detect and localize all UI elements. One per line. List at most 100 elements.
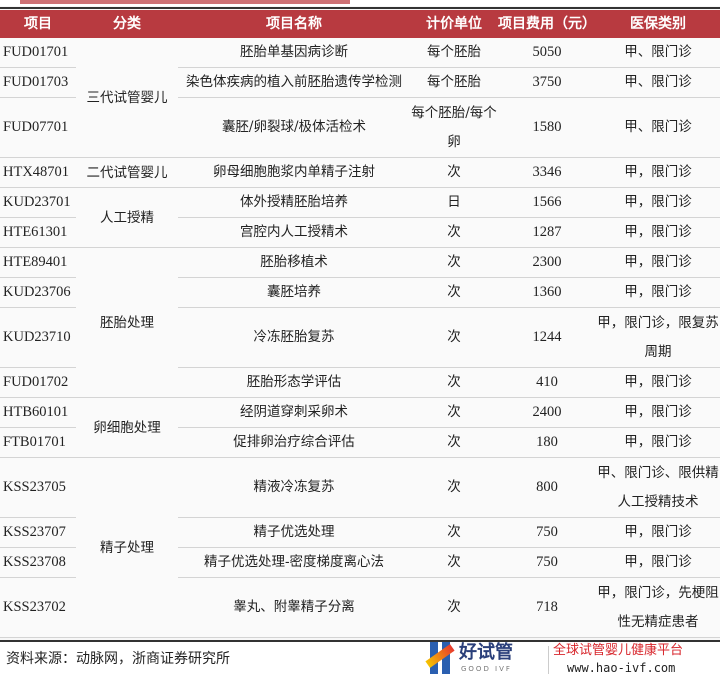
insurance-category: 甲，限门诊	[596, 517, 720, 548]
insurance-category: 甲，限门诊	[596, 247, 720, 278]
item-name: 冷冻胚胎复苏	[178, 307, 410, 368]
item-name: 胚胎形态学评估	[178, 367, 410, 398]
insurance-category: 甲，限门诊	[596, 397, 720, 428]
pricing-unit: 次	[410, 517, 498, 548]
logo: 好试管 GOOD IVF	[425, 642, 545, 676]
column-header: 计价单位	[410, 10, 498, 38]
item-name: 睾丸、附睾精子分离	[178, 577, 410, 638]
insurance-category: 甲，限门诊	[596, 547, 720, 578]
insurance-category: 甲、限门诊	[596, 97, 720, 158]
table-row: KUD23706 囊胚培养次 1360 甲，限门诊	[0, 277, 720, 308]
column-header: 分类	[76, 10, 178, 38]
category-cell: 二代试管婴儿	[76, 157, 178, 188]
pricing-unit: 次	[410, 457, 498, 518]
table-row: FTB01701 促排卵治疗综合评估次 180 甲，限门诊	[0, 427, 720, 458]
item-name: 体外授精胚胎培养	[178, 187, 410, 218]
category-cell: 胚胎处理	[76, 247, 178, 398]
item-fee: 3346	[498, 157, 596, 188]
item-code: HTE61301	[0, 217, 76, 248]
column-header: 项目费用（元）	[498, 10, 596, 38]
category-cell: 卵细胞处理	[76, 397, 178, 458]
table-row: KUD23701 人工授精 体外授精胚胎培养日 1566 甲，限门诊	[0, 187, 720, 248]
item-fee: 1287	[498, 217, 596, 248]
table-row: KSS23705 精子处理 精液冷冻复苏次 800 甲、限门诊、限供精人工授精技术	[0, 457, 720, 638]
category-cell: 精子处理	[76, 457, 178, 638]
footer: 资料来源：动脉网，浙商证券研究所 好试管 GOOD IVF 全球试管婴儿健康平台…	[0, 640, 720, 678]
item-code: HTX48701	[0, 157, 76, 188]
item-name: 促排卵治疗综合评估	[178, 427, 410, 458]
category-cell: 三代试管婴儿	[76, 38, 178, 158]
pricing-unit: 次	[410, 547, 498, 578]
item-name: 胚胎单基因病诊断	[178, 38, 410, 68]
logo-en: GOOD IVF	[461, 665, 512, 673]
pricing-unit: 次	[410, 277, 498, 308]
insurance-category: 甲，限门诊	[596, 187, 720, 218]
item-code: HTE89401	[0, 247, 76, 278]
pricing-unit: 次	[410, 397, 498, 428]
insurance-category: 甲，限门诊，先梗阻性无精症患者	[596, 577, 720, 638]
column-header: 项目名称	[178, 10, 410, 38]
item-code: KSS23708	[0, 547, 76, 578]
item-name: 囊胚/卵裂球/极体活检术	[178, 97, 410, 158]
table-row: KSS23707 精子优选处理次 750 甲，限门诊	[0, 517, 720, 548]
pricing-unit: 次	[410, 427, 498, 458]
item-fee: 750	[498, 517, 596, 548]
column-header: 医保类别	[596, 10, 720, 38]
item-name: 胚胎移植术	[178, 247, 410, 278]
pricing-unit: 次	[410, 247, 498, 278]
pricing-unit: 次	[410, 307, 498, 368]
insurance-category: 甲、限门诊	[596, 38, 720, 68]
pricing-unit: 每个胚胎	[410, 67, 498, 98]
item-code: HTB60101	[0, 397, 76, 428]
item-code: KSS23705	[0, 457, 76, 518]
category-cell: 人工授精	[76, 187, 178, 248]
insurance-category: 甲，限门诊	[596, 217, 720, 248]
pricing-unit: 次	[410, 577, 498, 638]
item-code: FUD07701	[0, 97, 76, 158]
insurance-category: 甲，限门诊	[596, 277, 720, 308]
insurance-category: 甲、限门诊、限供精人工授精技术	[596, 457, 720, 518]
table-row: HTE61301 宫腔内人工授精术次 1287 甲，限门诊	[0, 217, 720, 248]
table-row: FUD07701 囊胚/卵裂球/极体活检术 每个胚胎/每个卵 1580 甲、限门诊	[0, 97, 720, 158]
item-fee: 5050	[498, 38, 596, 68]
item-name: 精子优选处理-密度梯度离心法	[178, 547, 410, 578]
item-fee: 1360	[498, 277, 596, 308]
item-code: KSS23707	[0, 517, 76, 548]
item-fee: 1244	[498, 307, 596, 368]
item-fee: 3750	[498, 67, 596, 98]
item-code: FUD01702	[0, 367, 76, 398]
item-code: FUD01703	[0, 67, 76, 98]
table-row: KSS23702 睾丸、附睾精子分离次 718 甲，限门诊，先梗阻性无精症患者	[0, 577, 720, 638]
pricing-unit: 次	[410, 367, 498, 398]
table-row: KUD23710 冷冻胚胎复苏次 1244 甲，限门诊，限复苏周期	[0, 307, 720, 368]
item-name: 精子优选处理	[178, 517, 410, 548]
table-header: 项目 分类 项目名称 计价单位 项目费用（元） 医保类别	[0, 10, 720, 38]
item-code: KSS23702	[0, 577, 76, 638]
item-fee: 1580	[498, 97, 596, 158]
item-fee: 2300	[498, 247, 596, 278]
pricing-unit: 日	[410, 187, 498, 218]
url: www.hao-ivf.com	[567, 661, 676, 675]
item-fee: 718	[498, 577, 596, 638]
logo-name: 好试管	[459, 642, 513, 663]
item-name: 经阴道穿刺采卵术	[178, 397, 410, 428]
pricing-unit: 次	[410, 217, 498, 248]
insurance-category: 甲，限门诊	[596, 157, 720, 188]
item-fee: 1566	[498, 187, 596, 218]
item-name: 宫腔内人工授精术	[178, 217, 410, 248]
cropped-title	[0, 0, 720, 6]
column-header: 项目	[0, 10, 76, 38]
item-fee: 180	[498, 427, 596, 458]
insurance-category: 甲、限门诊	[596, 67, 720, 98]
insurance-category: 甲，限门诊	[596, 367, 720, 398]
pricing-unit: 次	[410, 157, 498, 188]
table-row: FUD01703 染色体疾病的植入前胚胎遗传学检测 每个胚胎 3750 甲、限门诊	[0, 67, 720, 98]
item-code: KUD23710	[0, 307, 76, 368]
item-code: FUD01701	[0, 38, 76, 68]
item-code: KUD23701	[0, 187, 76, 218]
insurance-category: 甲，限门诊	[596, 427, 720, 458]
item-name: 染色体疾病的植入前胚胎遗传学检测	[178, 67, 410, 98]
table-row: HTE89401 胚胎处理 胚胎移植术次 2300 甲，限门诊	[0, 247, 720, 398]
item-code: KUD23706	[0, 277, 76, 308]
table-row: FUD01702 胚胎形态学评估次 410 甲，限门诊	[0, 367, 720, 398]
